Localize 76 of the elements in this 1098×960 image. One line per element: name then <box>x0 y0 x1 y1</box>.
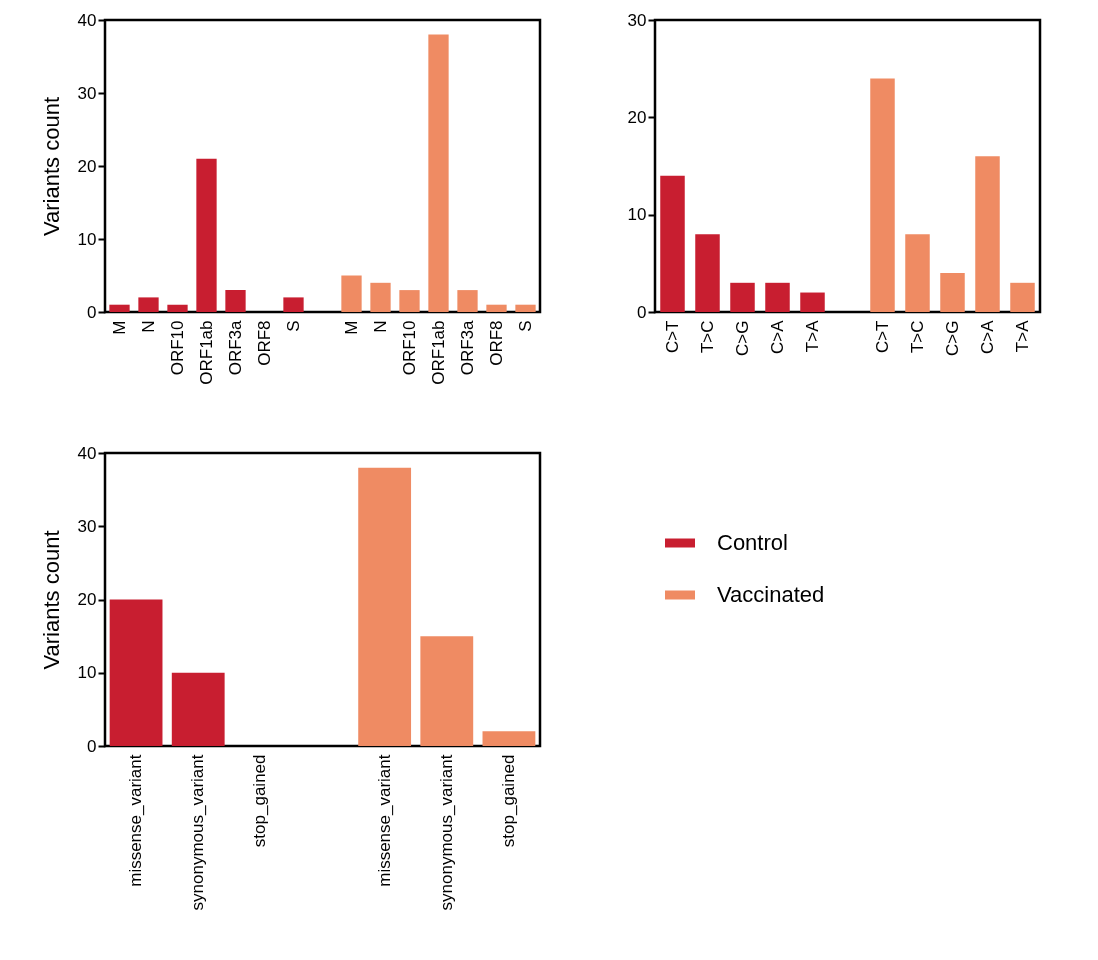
y-tick-label: 40 <box>77 443 97 463</box>
bar <box>167 304 188 312</box>
bar <box>225 290 246 312</box>
x-tick-label: M <box>341 320 361 335</box>
x-tick-label: S <box>515 320 535 332</box>
x-tick-label: synonymous_variant <box>188 754 208 911</box>
bar <box>109 599 163 746</box>
x-tick-label: ORF1ab <box>196 320 216 385</box>
bar <box>975 156 1000 312</box>
bar <box>358 467 412 746</box>
bar <box>800 292 825 312</box>
bar <box>486 304 507 312</box>
y-tick-label: 10 <box>77 663 97 683</box>
x-tick-label: C>G <box>732 320 752 356</box>
bar <box>171 672 225 746</box>
x-tick-label: ORF1ab <box>428 320 448 385</box>
y-tick-label: 40 <box>77 10 97 30</box>
x-tick-label: missense_variant <box>126 754 146 887</box>
y-tick-label: 20 <box>77 156 97 176</box>
x-tick-label: M <box>109 320 129 335</box>
bar <box>765 282 790 312</box>
y-tick-label: 0 <box>87 736 97 756</box>
x-tick-label: S <box>283 320 303 332</box>
bar <box>905 234 930 312</box>
y-tick-label: 0 <box>87 302 97 322</box>
x-tick-label: ORF10 <box>399 320 419 376</box>
x-tick-label: ORF10 <box>167 320 187 376</box>
x-tick-label: N <box>138 320 158 333</box>
bar <box>428 34 449 312</box>
y-tick-label: 10 <box>627 205 647 225</box>
x-tick-label: C>T <box>872 320 892 354</box>
x-tick-label: ORF8 <box>254 320 274 366</box>
x-tick-label: missense_variant <box>374 754 394 887</box>
bar <box>870 78 895 312</box>
bar <box>457 290 478 312</box>
x-tick-label: N <box>370 320 390 333</box>
bar <box>482 731 536 746</box>
x-tick-label: C>T <box>662 320 682 354</box>
bar <box>1010 282 1035 312</box>
bar <box>940 273 965 312</box>
x-tick-label: T>C <box>697 320 717 354</box>
x-tick-label: C>G <box>942 320 962 356</box>
bar <box>341 275 362 312</box>
bar <box>660 175 685 312</box>
bar <box>283 297 304 312</box>
x-tick-label: stop_gained <box>498 754 518 848</box>
x-tick-label: stop_gained <box>250 754 270 848</box>
x-tick-label: T>C <box>907 320 927 354</box>
x-tick-label: C>A <box>977 319 997 355</box>
y-tick-label: 30 <box>77 516 97 536</box>
x-tick-label: T>A <box>802 319 822 353</box>
bar <box>370 282 391 312</box>
bar <box>695 234 720 312</box>
bar <box>515 304 536 312</box>
y-axis-title: Variants count <box>38 530 64 670</box>
y-tick-label: 20 <box>627 107 647 127</box>
bar <box>730 282 755 312</box>
bar <box>399 290 420 312</box>
y-tick-label: 20 <box>77 590 97 609</box>
x-tick-label: ORF3a <box>457 319 477 376</box>
y-tick-label: 0 <box>637 302 647 322</box>
x-tick-label: synonymous_variant <box>436 754 456 911</box>
bar <box>196 158 217 312</box>
y-axis-title: Variants count <box>38 96 64 237</box>
legend-label: Control <box>717 530 788 555</box>
y-tick-label: 30 <box>627 10 647 30</box>
legend-label: Vaccinated <box>717 582 825 607</box>
x-tick-label: T>A <box>1012 319 1032 353</box>
bar <box>109 304 130 312</box>
x-tick-label: ORF8 <box>486 320 506 366</box>
x-tick-label: ORF3a <box>225 319 245 376</box>
bar <box>138 297 159 312</box>
y-tick-label: 30 <box>77 83 97 103</box>
y-tick-label: 10 <box>77 229 97 249</box>
bar <box>420 636 474 746</box>
x-tick-label: C>A <box>767 319 787 355</box>
